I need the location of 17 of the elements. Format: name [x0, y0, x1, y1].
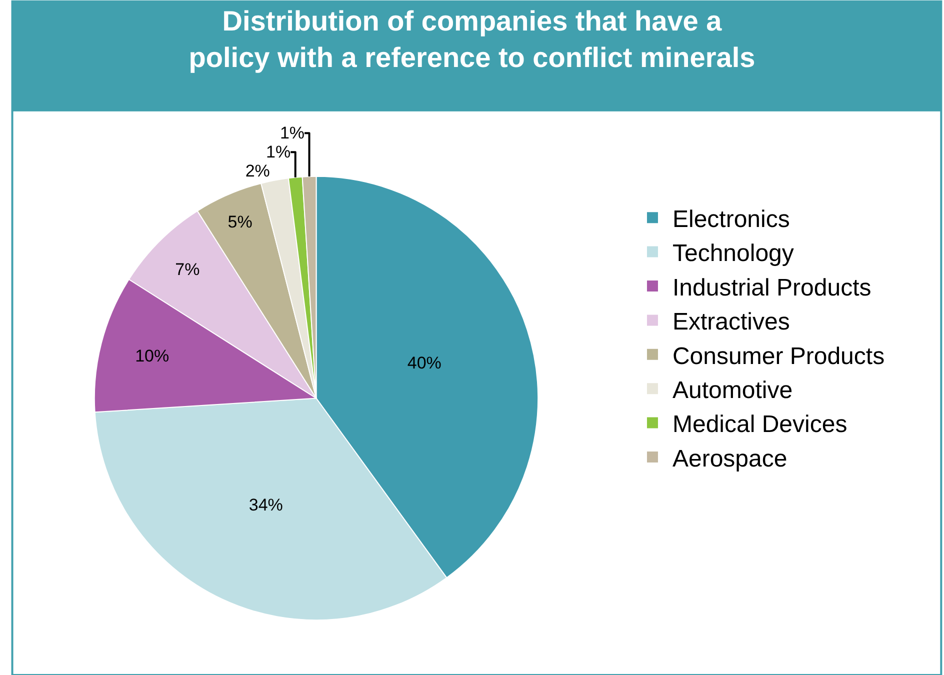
legend-label: Extractives: [672, 308, 790, 336]
data-label: 7%: [175, 260, 200, 279]
legend-label: Automotive: [672, 376, 793, 404]
data-label: 5%: [228, 212, 252, 232]
legend-label: Electronics: [672, 206, 790, 233]
legend-label: Medical Devices: [672, 411, 848, 438]
legend-label: Aerospace: [672, 445, 788, 472]
data-label: 2%: [245, 162, 270, 181]
data-label: 10%: [135, 346, 170, 366]
data-label: 34%: [248, 496, 283, 515]
data-label: 40%: [407, 354, 442, 373]
data-label: 1%: [266, 142, 291, 162]
legend-label: Consumer Products: [672, 342, 885, 370]
legend-label: Industrial Products: [672, 274, 872, 302]
chart-title: Distribution of companies that have a policy with a reference to conflict minerals: [188, 5, 756, 73]
data-label: 1%: [280, 124, 305, 143]
legend-label: Technology: [672, 240, 794, 268]
